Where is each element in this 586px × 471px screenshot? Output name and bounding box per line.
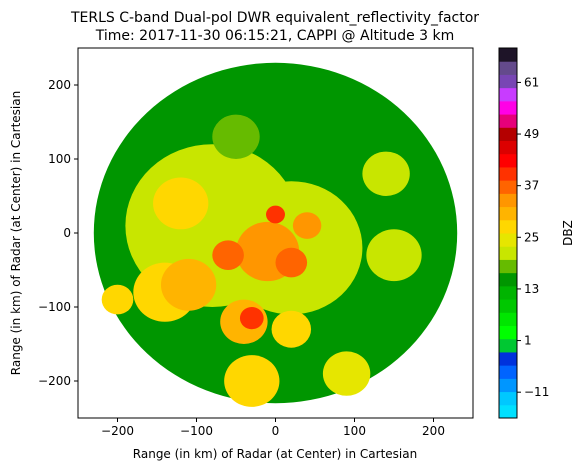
colorbar-segment (499, 391, 517, 406)
colorbar-segment (499, 140, 517, 155)
colorbar-label: DBZ (561, 220, 575, 246)
colorbar-segment (499, 325, 517, 340)
colorbar-segment (499, 61, 517, 75)
colorbar-tick-label: 49 (524, 127, 539, 141)
colorbar-segment (499, 180, 517, 194)
colorbar-segment (499, 351, 517, 366)
y-tick-label: 0 (63, 226, 71, 240)
colorbar-segment (499, 285, 517, 300)
colorbar-segment (499, 259, 517, 274)
colorbar-segment (499, 206, 517, 221)
colorbar-frame (498, 47, 518, 419)
colorbar-axis: −11 1 13 25 37 49 61 (517, 75, 549, 399)
reflectivity-region-13 (153, 177, 209, 230)
colorbar-segment (499, 100, 517, 115)
chart-title-line1: TERLS C-band Dual-pol DWR equivalent_ref… (70, 10, 479, 26)
y-tick-label: −100 (38, 300, 71, 314)
reflectivity-region-18 (366, 229, 422, 282)
reflectivity-region-10 (275, 247, 308, 278)
x-tick-label: −100 (180, 424, 213, 438)
reflectivity-region-20 (303, 110, 343, 148)
colorbar-segment (499, 127, 517, 141)
colorbar-segment (499, 338, 517, 353)
colorbar-segment (499, 246, 517, 260)
reflectivity-region-9 (212, 240, 244, 270)
colorbar-tick-label: 13 (524, 282, 539, 296)
colorbar-tick-label: 61 (524, 75, 539, 89)
reflectivity-region-15 (224, 355, 280, 407)
colorbar-segment (499, 404, 517, 419)
x-tick-label: 0 (272, 424, 280, 438)
plot-area (93, 62, 458, 407)
reflectivity-region-11 (292, 212, 322, 239)
colorbar (498, 47, 518, 419)
reflectivity-region-7 (271, 310, 312, 348)
reflectivity-region-17 (322, 351, 371, 396)
reflectivity-region-4 (160, 258, 217, 311)
reflectivity-region-6 (239, 307, 264, 330)
reflectivity-region-14 (101, 284, 134, 315)
colorbar-segment (499, 114, 517, 128)
colorbar-segment (499, 219, 517, 234)
x-tick-label: 200 (422, 424, 445, 438)
colorbar-segment (499, 153, 517, 168)
colorbar-segment (499, 87, 517, 102)
colorbar-tick-label: 25 (524, 230, 539, 244)
y-axis-label: Range (in km) of Radar (at Center) in Ca… (9, 91, 23, 375)
colorbar-segment (499, 312, 517, 326)
reflectivity-region-12 (266, 205, 285, 224)
colorbar-tick-label: −11 (524, 385, 549, 399)
colorbar-tick-label: 37 (524, 179, 539, 193)
colorbar-segment (499, 299, 517, 313)
x-tick-label: −200 (101, 424, 134, 438)
colorbar-segment (499, 365, 517, 379)
reflectivity-region-19 (212, 114, 260, 159)
x-axis: −200 −100 0 100 200 (101, 418, 445, 438)
chart-title-line2: Time: 2017-11-30 06:15:21, CAPPI @ Altit… (95, 28, 455, 44)
x-tick-label: 100 (343, 424, 366, 438)
colorbar-segment (499, 48, 517, 62)
y-tick-label: 200 (48, 78, 71, 92)
y-tick-label: 100 (48, 152, 71, 166)
colorbar-segment (499, 378, 517, 393)
colorbar-tick-label: 1 (524, 334, 532, 348)
y-axis: −200 −100 0 100 200 (38, 78, 78, 388)
colorbar-segment (499, 166, 517, 181)
colorbar-segment (499, 233, 517, 247)
x-axis-label: Range (in km) of Radar (at Center) in Ca… (133, 447, 417, 461)
colorbar-segment (499, 272, 517, 287)
colorbar-segment (499, 193, 517, 208)
colorbar-segment (499, 74, 517, 89)
reflectivity-region-16 (362, 151, 410, 196)
y-tick-label: −200 (38, 374, 71, 388)
